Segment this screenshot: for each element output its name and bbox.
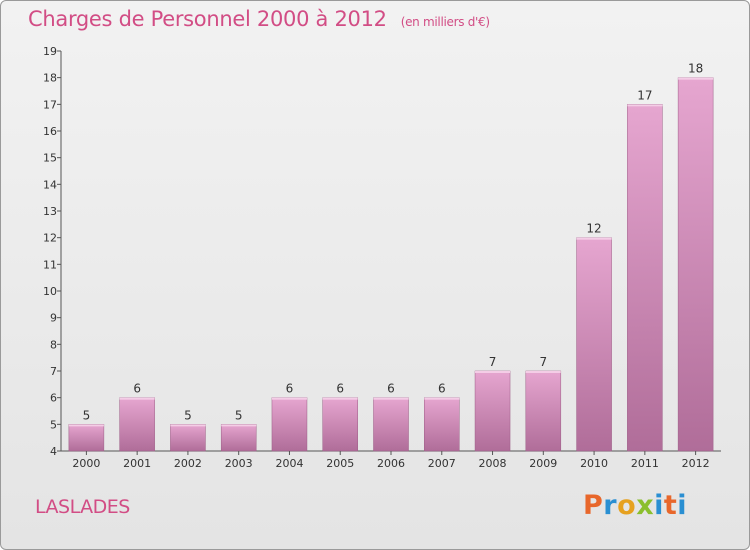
x-tick-label-2010: 2010 — [580, 457, 608, 470]
bar-2011 — [627, 104, 663, 452]
chart-subtitle: (en milliers d'€) — [400, 15, 490, 29]
x-tick-label-2007: 2007 — [428, 457, 456, 470]
chart-title-text: Charges de Personnel 2000 à 2012 — [28, 7, 387, 31]
bar-highlight — [68, 424, 104, 427]
data-label-2010: 12 — [586, 222, 601, 236]
x-tick-label-2011: 2011 — [631, 457, 659, 470]
y-tick-label: 15 — [43, 152, 57, 165]
bar-2001 — [119, 397, 155, 452]
y-tick-label: 10 — [43, 285, 57, 298]
y-tick-label: 7 — [50, 365, 57, 378]
bar-2003 — [220, 424, 257, 452]
bar-highlight — [627, 104, 663, 107]
x-tick-label-2012: 2012 — [682, 457, 710, 470]
y-tick-label: 6 — [50, 392, 57, 405]
bar-highlight — [475, 371, 511, 373]
bar-highlight — [576, 237, 612, 240]
bar-2009 — [525, 370, 562, 452]
data-label-2005: 6 — [336, 382, 344, 396]
y-tick-label: 13 — [43, 205, 57, 218]
chart-title: Charges de Personnel 2000 à 2012 (en mill… — [28, 7, 490, 31]
y-tick-label: 5 — [50, 418, 57, 431]
data-label-2008: 7 — [489, 355, 497, 369]
x-tick-label-2003: 2003 — [225, 457, 253, 470]
x-tick-label-2000: 2000 — [72, 457, 100, 470]
y-tick-label: 17 — [43, 98, 57, 111]
bar-highlight — [221, 424, 257, 427]
bar-highlight — [119, 397, 155, 400]
data-label-2003: 5 — [235, 408, 243, 422]
bar-2008 — [474, 370, 511, 452]
x-tick-label-2001: 2001 — [123, 457, 151, 470]
data-label-2000: 5 — [83, 408, 91, 422]
y-tick-label: 11 — [43, 258, 57, 271]
bar-2005 — [322, 397, 358, 452]
bar-highlight — [678, 77, 714, 80]
x-tick-label-2006: 2006 — [377, 457, 405, 470]
data-label-2009: 7 — [539, 355, 547, 369]
y-tick-label: 19 — [43, 45, 57, 58]
bar-2000 — [68, 424, 105, 452]
bar-2012 — [677, 77, 714, 452]
x-tick-label-2002: 2002 — [174, 457, 202, 470]
data-label-2012: 18 — [688, 62, 703, 76]
bar-2007 — [424, 397, 460, 452]
bar-highlight — [525, 371, 561, 373]
y-tick-label: 14 — [43, 178, 57, 191]
bar-highlight — [170, 424, 206, 427]
bar-highlight — [373, 397, 409, 400]
location-name: LASLADES — [35, 496, 130, 518]
x-tick-label-2005: 2005 — [326, 457, 354, 470]
bar-2010 — [576, 237, 612, 452]
y-tick-label: 16 — [43, 125, 57, 138]
y-tick-label: 18 — [43, 72, 57, 85]
bar-highlight — [322, 397, 358, 400]
data-label-2011: 17 — [637, 88, 652, 102]
bar-2002 — [170, 424, 206, 452]
data-label-2001: 6 — [133, 382, 141, 396]
bar-highlight — [271, 397, 307, 400]
x-tick-label-2009: 2009 — [529, 457, 557, 470]
y-tick-label: 12 — [43, 232, 57, 245]
x-tick-label-2008: 2008 — [479, 457, 507, 470]
y-tick-label: 8 — [50, 338, 57, 351]
y-tick-label: 4 — [50, 445, 57, 458]
bar-highlight — [424, 397, 460, 400]
data-label-2006: 6 — [387, 382, 395, 396]
x-tick-label-2004: 2004 — [275, 457, 303, 470]
data-label-2007: 6 — [438, 382, 446, 396]
y-tick-label: 9 — [50, 312, 57, 325]
data-label-2002: 5 — [184, 408, 192, 422]
brand-logo: Proxiti — [583, 490, 688, 521]
bar-2006 — [373, 397, 409, 452]
bar-2004 — [271, 397, 308, 452]
data-label-2004: 6 — [286, 382, 294, 396]
